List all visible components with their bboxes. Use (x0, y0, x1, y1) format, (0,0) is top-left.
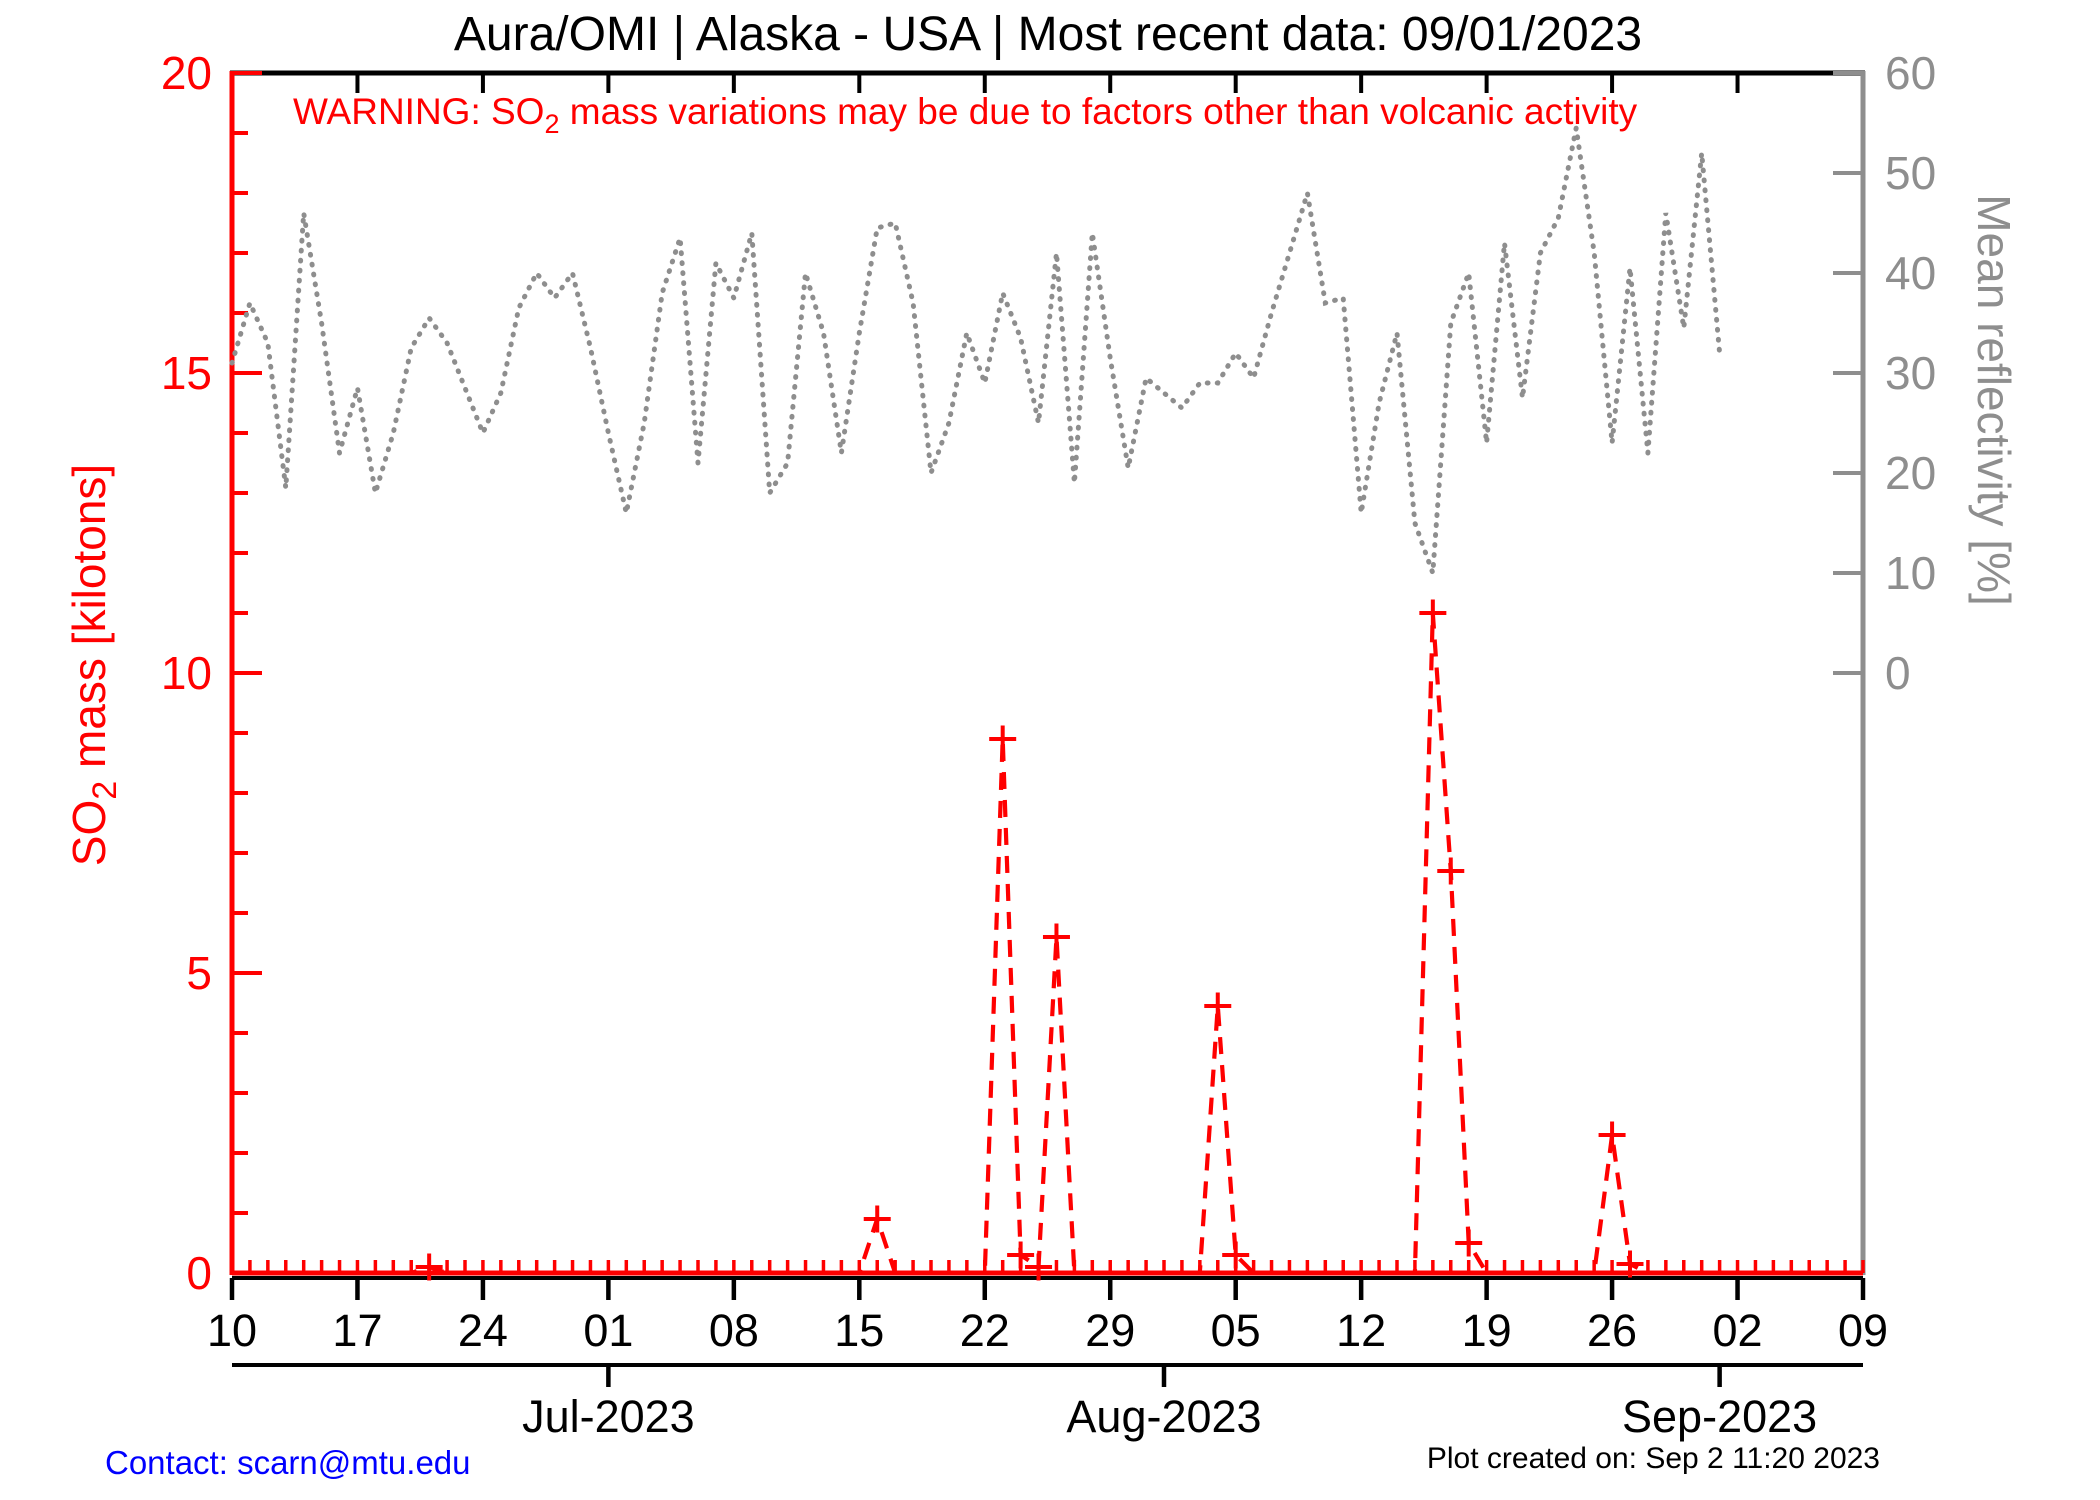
date-tick-label: 24 (458, 1305, 508, 1356)
month-tick-label: Aug-2023 (1066, 1391, 1261, 1442)
reflectivity-line (229, 127, 1723, 574)
date-tick-label: 02 (1713, 1305, 1763, 1356)
right-axis-tick-label: 10 (1885, 547, 1936, 599)
date-tick-label: 17 (332, 1305, 382, 1356)
month-tick-label: Jul-2023 (522, 1391, 695, 1442)
right-axis-tick-label: 50 (1885, 147, 1936, 199)
so2-series (232, 599, 1738, 1281)
month-axis: Jul-2023 Aug-2023 Sep-2023 (232, 1363, 1863, 1442)
right-axis-title: Mean reflectivity [%] (1968, 194, 2020, 606)
contact-link[interactable]: Contact: scarn@mtu.edu (105, 1444, 471, 1481)
left-axis-title: SO2 mass [kilotons] (63, 464, 124, 866)
right-axis-tick-label: 20 (1885, 447, 1936, 499)
so2-line (232, 612, 1738, 1276)
date-tick-label: 26 (1587, 1305, 1637, 1356)
right-axis: 0 10 20 30 40 50 60 (1833, 47, 1936, 1275)
reflectivity-series (229, 127, 1723, 574)
right-axis-tick-label: 60 (1885, 47, 1936, 99)
left-axis-tick-label: 15 (161, 347, 212, 399)
date-tick-label: 10 (207, 1305, 257, 1356)
left-axis-title-subscript: 2 (86, 781, 124, 800)
left-axis: 0 5 10 15 20 (161, 47, 262, 1299)
warning-suffix: mass variations may be due to factors ot… (560, 91, 1638, 132)
warning-prefix: WARNING: SO (293, 91, 544, 132)
left-axis-tick-label: 0 (186, 1247, 212, 1299)
date-tick-label: 22 (960, 1305, 1010, 1356)
warning-subscript: 2 (544, 109, 559, 139)
left-axis-tick-label: 5 (186, 947, 212, 999)
right-axis-tick-label: 40 (1885, 247, 1936, 299)
month-tick-label: Sep-2023 (1622, 1391, 1817, 1442)
date-tick-label: 29 (1085, 1305, 1135, 1356)
date-tick-label: 15 (834, 1305, 884, 1356)
date-tick-label: 05 (1211, 1305, 1261, 1356)
right-axis-tick-label: 30 (1885, 347, 1936, 399)
date-tick-label: 19 (1462, 1305, 1512, 1356)
left-axis-title-prefix: SO (63, 800, 115, 866)
page-title: Aura/OMI | Alaska - USA | Most recent da… (454, 8, 1642, 61)
left-axis-tick-label: 10 (161, 647, 212, 699)
date-tick-label: 08 (709, 1305, 759, 1356)
created-on-note: Plot created on: Sep 2 11:20 2023 (1427, 1442, 1880, 1475)
date-tick-label: 01 (583, 1305, 633, 1356)
date-tick-label: 12 (1336, 1305, 1386, 1356)
top-axis (230, 70, 1865, 93)
date-axis: 10 17 24 01 08 15 22 29 05 12 19 26 02 09 (207, 1276, 1888, 1356)
date-tick-label: 09 (1838, 1305, 1888, 1356)
warning-text: WARNING: SO2 mass variations may be due … (293, 91, 1638, 139)
right-axis-tick-label: 0 (1885, 647, 1911, 699)
left-axis-tick-label: 20 (161, 47, 212, 99)
left-axis-title-suffix: mass [kilotons] (63, 464, 115, 781)
